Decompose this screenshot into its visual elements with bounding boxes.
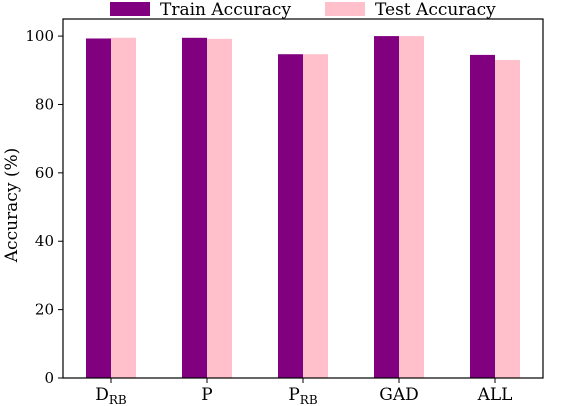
x-tick-label-2: PRB bbox=[288, 385, 317, 406]
y-ticks-group: 0 20 40 60 80 100 bbox=[25, 27, 63, 387]
y-tick-label: 40 bbox=[35, 232, 54, 250]
bar-train-3 bbox=[374, 36, 399, 378]
bar-test-0 bbox=[111, 37, 136, 379]
y-tick-label: 100 bbox=[25, 27, 54, 45]
x-ticks-group: DRB P PRB GAD ALL bbox=[95, 378, 512, 406]
x-tick-label-4: ALL bbox=[477, 385, 513, 405]
bars-group bbox=[86, 36, 520, 379]
bar-train-1 bbox=[182, 37, 207, 379]
x-tick-label-0: DRB bbox=[95, 385, 127, 406]
legend-swatch-1 bbox=[325, 2, 365, 16]
legend: Train Accuracy Test Accuracy bbox=[110, 0, 496, 20]
bar-test-3 bbox=[399, 36, 424, 378]
legend-swatch-0 bbox=[110, 2, 150, 16]
x-tick-label-1: P bbox=[201, 385, 212, 405]
bar-test-1 bbox=[207, 38, 232, 378]
bar-train-2 bbox=[278, 54, 303, 379]
y-axis-title: Accuracy (%) bbox=[2, 148, 22, 263]
bar-test-2 bbox=[303, 54, 328, 379]
bar-test-4 bbox=[495, 60, 520, 379]
y-tick-label: 0 bbox=[44, 369, 54, 387]
bar-train-4 bbox=[470, 54, 495, 379]
y-tick-label: 60 bbox=[35, 164, 54, 182]
y-tick-label: 80 bbox=[35, 95, 54, 113]
x-tick-label-3: GAD bbox=[379, 385, 419, 405]
bar-train-0 bbox=[86, 38, 111, 378]
y-tick-label: 20 bbox=[35, 301, 54, 319]
legend-label-1: Test Accuracy bbox=[375, 0, 496, 20]
legend-label-0: Train Accuracy bbox=[160, 0, 291, 20]
